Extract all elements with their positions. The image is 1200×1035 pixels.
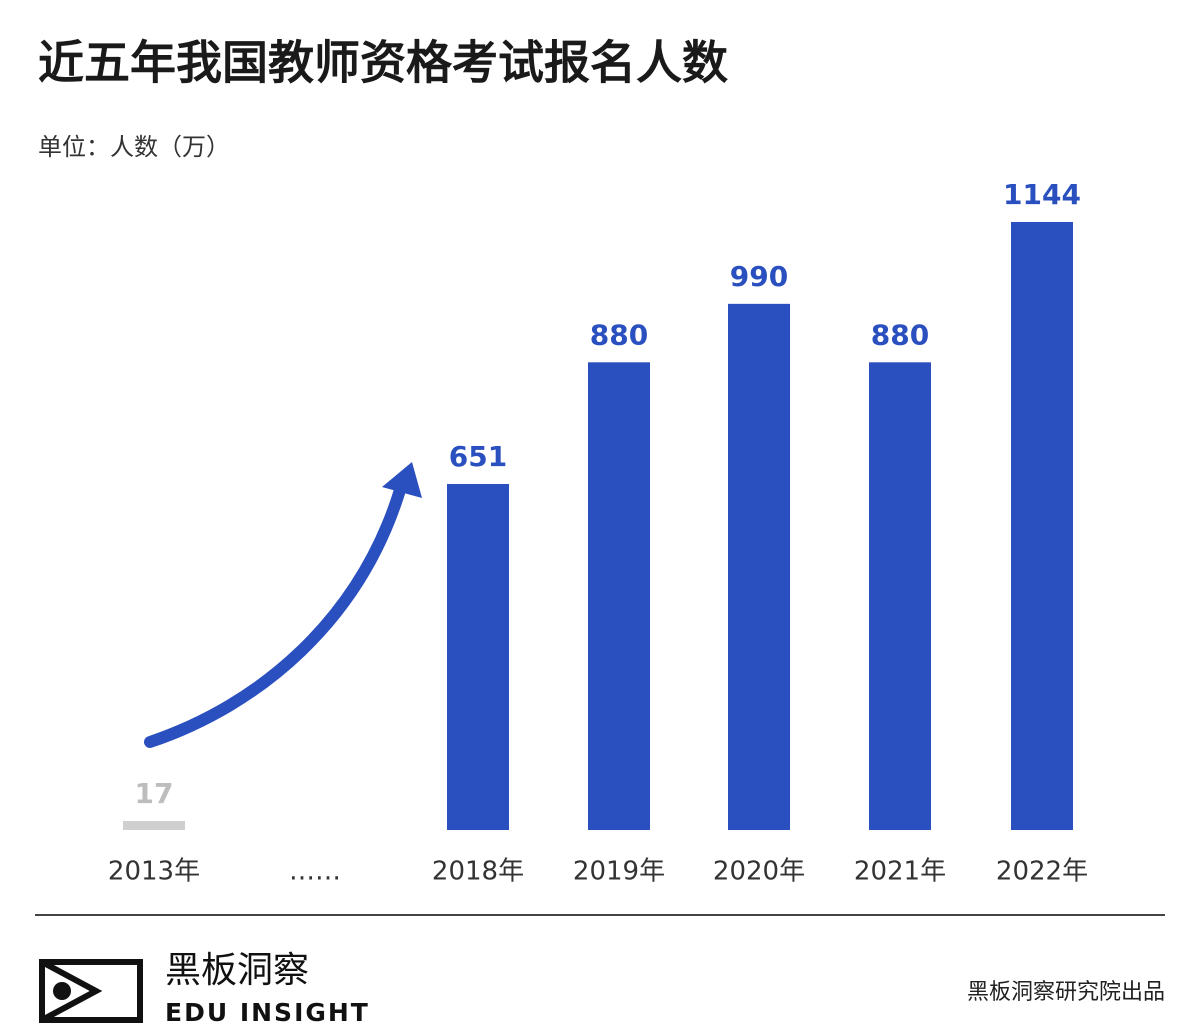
arrow-head [382,462,422,498]
bar [869,362,931,830]
bar [588,362,650,830]
bar [123,820,185,830]
x-tick-label: 2022年 [996,857,1088,887]
logo-frame [39,959,143,1023]
value-label: 880 [590,318,648,351]
chart-subtitle: 单位：人数（万） [38,133,230,161]
x-tick-label: …… [289,857,341,887]
x-tick-label: 2021年 [854,857,946,887]
growth-arrow [144,484,406,748]
x-tick-label: 2013年 [108,857,200,887]
logo [39,959,143,1023]
bar [728,303,790,830]
bar [447,484,509,830]
x-tick-label: 2019年 [573,857,665,887]
brand: 黑板洞察 [165,950,309,991]
brand-en: EDU INSIGHT [165,998,370,1027]
x-tick-label: 2018年 [432,857,524,887]
value-label: 1144 [1003,178,1081,211]
value-label: 880 [871,318,929,351]
logo-pupil [53,982,71,1000]
value-label: 17 [135,777,174,810]
value-label: 990 [730,260,788,293]
logo-eye [40,959,103,1023]
credit: 黑板洞察研究院出品 [967,980,1165,1005]
value-label: 651 [449,440,507,473]
bar [1011,222,1073,830]
x-tick-label: 2020年 [713,857,805,887]
chart-title: 近五年我国教师资格考试报名人数 [38,36,728,90]
